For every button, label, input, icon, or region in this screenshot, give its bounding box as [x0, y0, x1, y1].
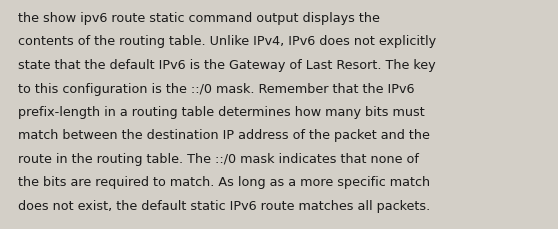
Text: match between the destination IP address of the packet and the: match between the destination IP address… — [18, 129, 430, 142]
Text: the bits are required to match. As long as a more specific match: the bits are required to match. As long … — [18, 176, 430, 189]
Text: to this configuration is the ::/0 mask. Remember that the IPv6: to this configuration is the ::/0 mask. … — [18, 82, 415, 95]
Text: state that the default IPv6 is the Gateway of Last Resort. The key: state that the default IPv6 is the Gatew… — [18, 59, 436, 72]
Text: prefix-length in a routing table determines how many bits must: prefix-length in a routing table determi… — [18, 106, 425, 118]
Text: route in the routing table. The ::/0 mask indicates that none of: route in the routing table. The ::/0 mas… — [18, 152, 419, 165]
Text: the show ipv6 route static command output displays the: the show ipv6 route static command outpu… — [18, 12, 380, 25]
Text: does not exist, the default static IPv6 route matches all packets.: does not exist, the default static IPv6 … — [18, 199, 430, 212]
Text: contents of the routing table. Unlike IPv4, IPv6 does not explicitly: contents of the routing table. Unlike IP… — [18, 35, 436, 48]
